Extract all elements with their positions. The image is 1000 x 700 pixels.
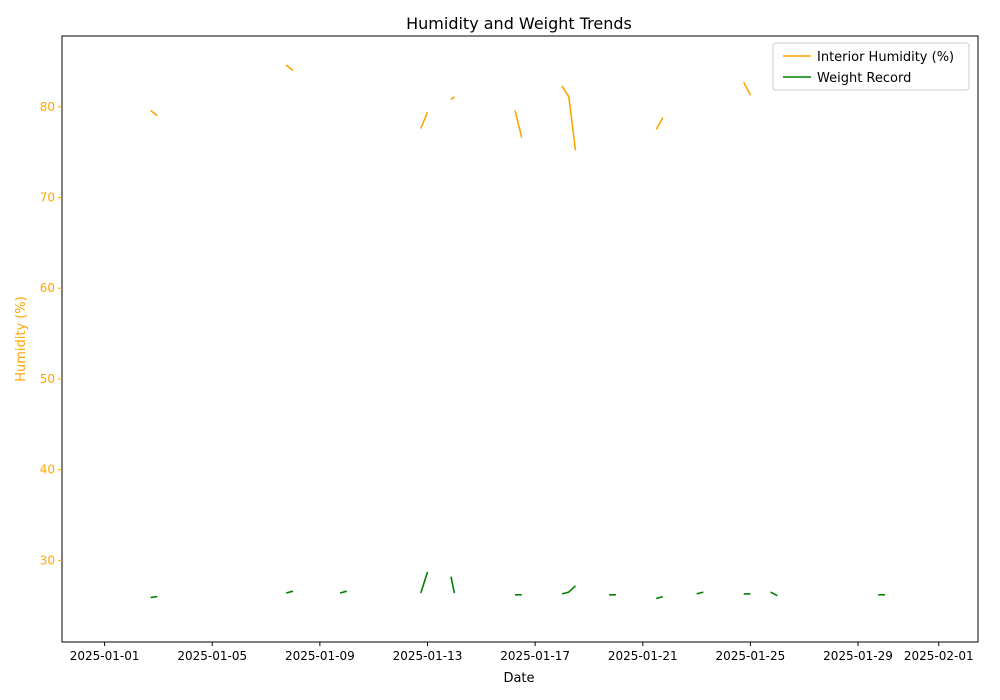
series-line-segment [450,576,456,594]
series-line-segment [420,571,429,594]
legend-label: Weight Record [817,71,911,86]
legend-label: Interior Humidity (%) [817,50,954,65]
y-axis-label: Humidity (%) [14,296,29,382]
series-line-segment [450,96,455,101]
series-line-segment [655,595,664,600]
legend: Interior Humidity (%) Weight Record [772,42,970,91]
series-line-segment [285,590,294,594]
y-tick-label: 80 [40,100,55,114]
x-tick-label: 2025-02-01 [904,649,974,663]
x-tick-label: 2025-01-01 [70,649,140,663]
legend-box [772,42,970,91]
series-line-segment [655,117,664,130]
plot-frame [61,35,979,643]
series-layer [150,64,885,600]
series-line-segment [150,595,158,599]
series-line-segment [561,585,577,595]
y-tick-label: 60 [40,281,55,295]
axes-layer: 30 40 50 60 70 80 2025-01-01 2025-01-05 2025-01-… [40,35,979,663]
x-tick-label: 2025-01-13 [393,649,463,663]
series-line-segment [285,64,294,72]
series-line-segment [561,85,577,151]
y-tick-label: 70 [40,190,55,204]
series-line-segment [770,591,778,597]
series-2 [150,571,885,600]
x-tick-label: 2025-01-17 [500,649,570,663]
x-tick-label: 2025-01-21 [608,649,678,663]
series-1 [150,64,752,151]
chart-title: Humidity and Weight Trends [406,14,632,33]
x-tick-label: 2025-01-05 [177,649,247,663]
x-axis-label: Date [503,671,534,686]
x-tick-label: 2025-01-09 [285,649,355,663]
series-line-segment [339,590,348,594]
y-tick-label: 40 [40,463,55,477]
x-tick-label: 2025-01-25 [716,649,786,663]
series-line-segment [742,81,752,96]
series-line-segment [420,111,429,129]
y-tick-label: 30 [40,553,55,567]
x-tick-label: 2025-01-29 [823,649,893,663]
y-tick-label: 50 [40,372,55,386]
series-line-segment [514,110,523,138]
series-line-segment [150,109,158,117]
series-line-segment [696,591,704,595]
